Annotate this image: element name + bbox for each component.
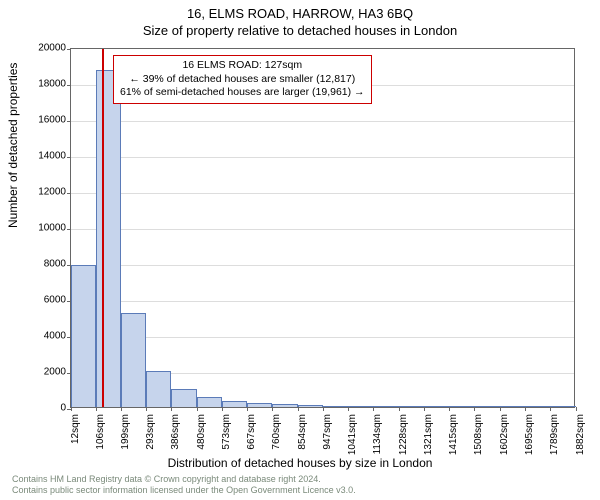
x-tick-label: 106sqm (95, 414, 106, 458)
histogram-bar (348, 406, 373, 407)
histogram-bar (424, 406, 449, 407)
histogram-bar (323, 406, 348, 407)
annotation-line1: 16 ELMS ROAD: 127sqm (120, 59, 365, 73)
y-tick-label: 8000 (26, 259, 66, 270)
property-marker-line (102, 49, 104, 407)
gridline (71, 193, 574, 194)
x-tick-label: 480sqm (196, 414, 207, 458)
y-tick-label: 2000 (26, 367, 66, 378)
x-tick-label: 667sqm (246, 414, 257, 458)
gridline (71, 265, 574, 266)
x-tick-label: 947sqm (322, 414, 333, 458)
gridline (71, 157, 574, 158)
y-tick-label: 4000 (26, 331, 66, 342)
x-tick-label: 760sqm (271, 414, 282, 458)
x-tick-label: 199sqm (120, 414, 131, 458)
y-axis-label: Number of detached properties (6, 63, 20, 228)
x-tick-label: 1602sqm (499, 414, 510, 458)
x-tick-label: 1695sqm (524, 414, 535, 458)
y-tick-label: 10000 (26, 223, 66, 234)
gridline (71, 121, 574, 122)
histogram-bar (474, 406, 500, 407)
page-title-line1: 16, ELMS ROAD, HARROW, HA3 6BQ (0, 0, 600, 21)
histogram-bar (272, 404, 298, 407)
x-tick-label: 1134sqm (372, 414, 383, 458)
histogram-bar (71, 265, 96, 407)
gridline (71, 301, 574, 302)
y-tick-label: 12000 (26, 187, 66, 198)
footer-attribution: Contains HM Land Registry data © Crown c… (12, 474, 356, 496)
x-tick-label: 12sqm (70, 414, 81, 458)
gridline (71, 229, 574, 230)
y-tick-label: 20000 (26, 43, 66, 54)
histogram-bar (247, 403, 272, 408)
histogram-bar (121, 313, 146, 407)
y-tick-label: 16000 (26, 115, 66, 126)
histogram-bar (449, 406, 474, 407)
footer-line1: Contains HM Land Registry data © Crown c… (12, 474, 356, 485)
histogram-chart: 16 ELMS ROAD: 127sqm← 39% of detached ho… (70, 48, 575, 408)
annotation-box: 16 ELMS ROAD: 127sqm← 39% of detached ho… (113, 55, 372, 104)
histogram-bar (399, 406, 424, 407)
histogram-bar (96, 70, 121, 407)
histogram-bar (298, 405, 323, 407)
y-tick-label: 6000 (26, 295, 66, 306)
x-tick-label: 1882sqm (575, 414, 586, 458)
gridline (71, 337, 574, 338)
y-tick-label: 18000 (26, 79, 66, 90)
x-tick-label: 573sqm (221, 414, 232, 458)
histogram-bar (171, 389, 197, 407)
x-tick-label: 1321sqm (423, 414, 434, 458)
histogram-bar (550, 406, 576, 407)
histogram-bar (197, 397, 222, 407)
x-tick-label: 1789sqm (549, 414, 560, 458)
x-tick-label: 1228sqm (398, 414, 409, 458)
x-tick-label: 1415sqm (448, 414, 459, 458)
footer-line2: Contains public sector information licen… (12, 485, 356, 496)
histogram-bar (373, 406, 399, 407)
histogram-bar (146, 371, 171, 407)
x-tick-label: 1508sqm (473, 414, 484, 458)
histogram-bar (500, 406, 525, 407)
x-tick-label: 1041sqm (347, 414, 358, 458)
annotation-line3: 61% of semi-detached houses are larger (… (120, 86, 365, 100)
histogram-bar (222, 401, 247, 407)
x-tick-label: 293sqm (145, 414, 156, 458)
histogram-bar (525, 406, 550, 407)
x-tick-label: 854sqm (297, 414, 308, 458)
x-axis-label: Distribution of detached houses by size … (0, 456, 600, 470)
annotation-line2: ← 39% of detached houses are smaller (12… (120, 73, 365, 87)
page-title-line2: Size of property relative to detached ho… (0, 21, 600, 38)
y-tick-label: 14000 (26, 151, 66, 162)
x-tick-label: 386sqm (170, 414, 181, 458)
y-tick-label: 0 (26, 403, 66, 414)
